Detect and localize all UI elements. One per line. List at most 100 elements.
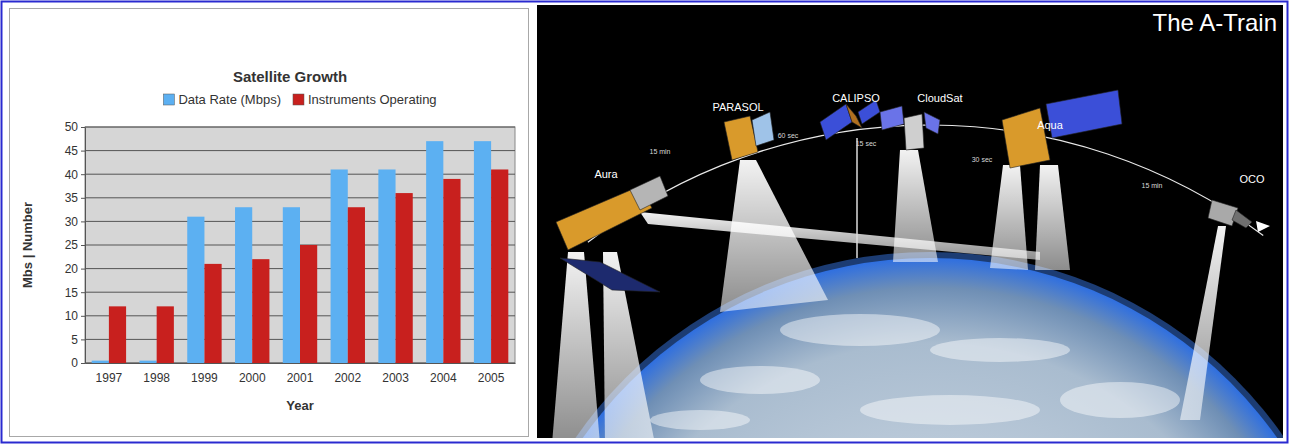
instrument-beam <box>640 212 1040 260</box>
tick: 2004 <box>430 371 457 385</box>
bar <box>426 141 443 363</box>
tick-label: 15 <box>65 286 79 300</box>
grid-line <box>85 127 515 128</box>
grid-line <box>85 174 515 175</box>
bar <box>235 207 252 363</box>
y-axis: 0 5 10 15 20 25 30 35 40 45 50 <box>65 120 86 370</box>
figure: 0 5 10 15 20 25 30 35 40 45 50 1997 1998 1999 2000 2001… <box>0 0 1289 444</box>
tick-label: 2000 <box>239 371 266 385</box>
tick: 10 <box>65 309 85 323</box>
bar <box>109 306 126 363</box>
y-axis-title: Mbs | Number <box>20 202 35 288</box>
solar-panel <box>820 104 852 140</box>
tick-mark <box>81 127 85 128</box>
tick-mark <box>81 221 85 222</box>
tick-label: 2003 <box>382 371 409 385</box>
x-axis: 1997 1998 1999 2000 2001 2002 2003 2004 2005 <box>86 364 516 385</box>
interval-label: 15 min <box>1141 182 1162 189</box>
tick: 2001 <box>287 371 314 385</box>
satellite-body <box>1208 200 1238 226</box>
tick-label: 30 <box>65 215 79 229</box>
tick-mark <box>81 269 85 270</box>
cloud <box>860 395 1040 425</box>
satellite <box>880 106 940 150</box>
axis-line <box>86 363 516 364</box>
legend-item: Data Rate (Mbps) <box>163 92 281 107</box>
tick-label: 40 <box>65 168 79 182</box>
tick: 2002 <box>334 371 361 385</box>
lidar-beam <box>856 138 858 258</box>
interval-label: 60 sec <box>778 132 799 139</box>
atmosphere <box>537 252 1283 438</box>
x-axis-title: Year <box>286 398 313 413</box>
bar <box>300 245 317 363</box>
tick-label: 0 <box>71 356 78 370</box>
tick-mark <box>81 174 85 175</box>
earth <box>537 258 1283 438</box>
bar <box>491 169 508 363</box>
tick-label: 20 <box>65 262 79 276</box>
satellite-label: CALIPSO <box>832 92 880 104</box>
tick-mark <box>81 316 85 317</box>
tick-label: 50 <box>65 120 79 134</box>
tick-label: 25 <box>65 238 79 252</box>
satellite-body <box>1002 108 1050 168</box>
satellite <box>820 100 880 140</box>
illustration-title: The A-Train <box>1153 9 1278 36</box>
tick-label: 45 <box>65 144 79 158</box>
tick: 30 <box>65 215 85 229</box>
tick: 40 <box>65 168 85 182</box>
interval-label: 15 sec <box>856 140 877 147</box>
instrument-beam <box>893 150 938 262</box>
solar-panel <box>880 106 904 130</box>
tick-label: 2005 <box>478 371 505 385</box>
satellite <box>1002 90 1122 168</box>
bar <box>252 259 269 363</box>
antenna <box>630 176 668 210</box>
tick-label: 1998 <box>143 371 170 385</box>
legend-label: Instruments Operating <box>308 92 437 107</box>
instrument-beam <box>552 252 600 438</box>
satellite <box>556 176 668 292</box>
a-train-illustration: AuraPARASOLCALIPSOCloudSatAquaOCO15 min6… <box>537 5 1283 438</box>
cloud <box>780 314 940 346</box>
chart-panel <box>10 9 529 437</box>
tick: 15 <box>65 286 85 300</box>
tick: 45 <box>65 144 85 158</box>
bar <box>187 217 204 363</box>
tick-mark <box>81 339 85 340</box>
satellite-label: OCO <box>1239 173 1265 185</box>
tick-label: 2002 <box>334 371 361 385</box>
instrument-beam <box>1035 165 1070 270</box>
bar <box>157 306 174 363</box>
tick-label: 2004 <box>430 371 457 385</box>
tick-label: 1997 <box>96 371 123 385</box>
tick: 5 <box>71 333 85 347</box>
tick: 1997 <box>96 371 123 385</box>
tick-mark <box>81 292 85 293</box>
bar <box>331 169 348 363</box>
satellite-label: PARASOL <box>712 101 763 113</box>
tick: 2005 <box>478 371 505 385</box>
tick-mark <box>81 363 85 364</box>
satellite <box>1208 200 1252 228</box>
tick-label: 35 <box>65 191 79 205</box>
plot-background <box>85 127 515 363</box>
orbit-arrow <box>1256 221 1270 232</box>
tick: 20 <box>65 262 85 276</box>
solar-panel <box>924 112 940 134</box>
grid <box>85 127 515 363</box>
cloud <box>930 338 1070 362</box>
tick: 0 <box>71 356 85 370</box>
axis-line <box>85 128 86 364</box>
tick-label: 1999 <box>191 371 218 385</box>
bar <box>92 361 109 363</box>
solar-panel <box>1232 210 1252 228</box>
legend-item: Instruments Operating <box>293 92 437 107</box>
solar-panel <box>752 112 774 146</box>
bar <box>204 264 221 363</box>
tick: 35 <box>65 191 85 205</box>
satellite <box>724 112 774 160</box>
grid-line <box>85 150 515 151</box>
satellite-label: Aura <box>594 168 618 180</box>
